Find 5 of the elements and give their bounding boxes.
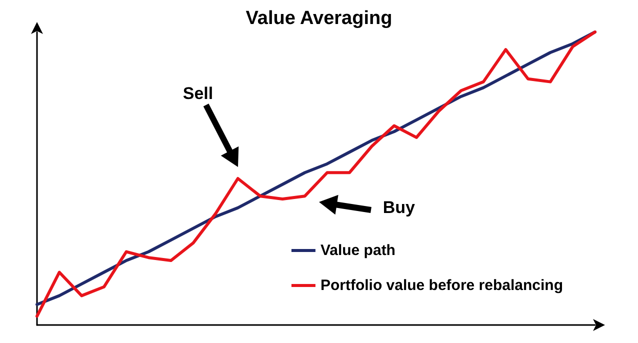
annotation: Sell <box>182 84 214 104</box>
chart-title: Value Averaging <box>246 8 392 29</box>
annotation: Buy <box>382 198 415 218</box>
legend-label: Value path <box>320 242 396 259</box>
legend-label: Portfolio value before rebalancing <box>320 277 564 294</box>
